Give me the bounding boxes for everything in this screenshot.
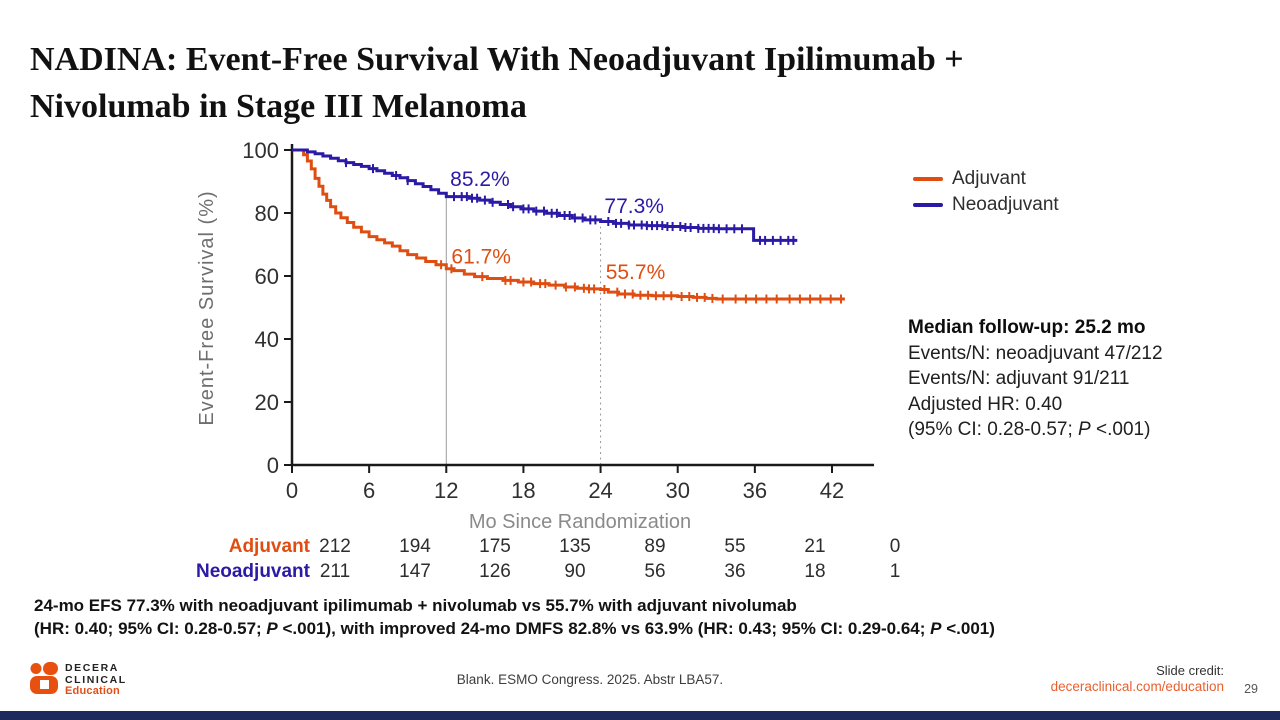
at-risk-label-neoadjuvant: Neoadjuvant [195,561,310,582]
confidence-interval: (95% CI: 0.28-0.57; P <.001) [908,419,1151,440]
svg-text:100: 100 [242,138,279,163]
decera-logo-text: DECERA CLINICAL Education [65,662,127,698]
at-risk-count: 36 [724,561,746,582]
citation: Blank. ESMO Congress. 2025. Abstr LBA57. [456,672,724,687]
at-risk-count: 175 [479,536,511,557]
median-followup: Median follow-up: 25.2 mo [908,317,1146,338]
svg-text:0: 0 [267,453,279,478]
svg-text:20: 20 [255,390,279,415]
stats-block: Median follow-up: 25.2 mo Events/N: neoa… [908,315,1273,443]
events-neoadjuvant: Events/N: neoadjuvant 47/212 [908,342,1163,364]
at-risk-count: 18 [804,561,826,582]
decera-logo: DECERA CLINICAL Education [30,662,127,698]
logo-line-clinical: CLINICAL [65,673,127,686]
events-adjuvant: Events/N: adjuvant 91/211 [908,368,1130,389]
svg-text:42: 42 [820,478,844,503]
legend-label-neoadjuvant: Neoadjuvant [952,194,1059,215]
at-risk-count: 126 [479,561,511,582]
at-risk-count: 135 [559,536,591,557]
adjuvant-line-swatch [913,177,943,181]
at-risk-count: 211 [319,561,351,582]
svg-text:77.3%: 77.3% [604,195,664,218]
at-risk-count: 89 [644,536,666,557]
at-risk-count: 212 [319,536,351,557]
summary-line1: 24-mo EFS 77.3% with neoadjuvant ipilimu… [34,596,797,615]
slide-title: NADINA: Event-Free Survival With Neoadju… [30,36,1230,130]
km-survival-chart: 0 20 40 60 80 100 0 6 12 18 24 30 36 42 Mo Since Rando… [196,138,874,533]
at-risk-count: 90 [564,561,586,582]
at-risk-count: 55 [724,536,746,557]
bottom-accent-bar [0,711,1280,720]
svg-text:80: 80 [255,201,279,226]
svg-text:24: 24 [588,478,612,503]
svg-text:40: 40 [255,327,279,352]
at-risk-label-adjuvant: Adjuvant [228,536,310,557]
slide-credit-link[interactable]: deceraclinical.com/education [1050,679,1224,694]
svg-text:30: 30 [665,478,689,503]
decera-logo-icon [30,662,58,694]
logo-line-education: Education [65,685,120,697]
svg-text:60: 60 [255,264,279,289]
legend-item-adjuvant: Adjuvant [913,166,1059,192]
svg-text:Mo Since Randomization: Mo Since Randomization [469,511,691,533]
slide-credit: Slide credit: deceraclinical.com/educati… [1051,663,1224,695]
at-risk-count: 21 [804,536,826,557]
svg-text:0: 0 [286,478,298,503]
at-risk-count: 56 [644,561,666,582]
slide-credit-label: Slide credit: [1156,663,1224,678]
summary-line2: (HR: 0.40; 95% CI: 0.28-0.57; P <.001), … [34,618,995,638]
at-risk-count: 1 [889,561,901,582]
at-risk-count: 147 [399,561,431,582]
svg-text:55.7%: 55.7% [606,261,666,284]
adjusted-hr: Adjusted HR: 0.40 [908,393,1063,415]
svg-text:36: 36 [743,478,767,503]
svg-text:6: 6 [363,478,375,503]
logo-line-decera: DECERA [65,662,119,674]
svg-text:61.7%: 61.7% [451,245,511,268]
svg-text:18: 18 [511,478,535,503]
summary-block: 24-mo EFS 77.3% with neoadjuvant ipilimu… [34,595,1254,640]
slide-title-line2: Nivolumab in Stage III Melanoma [30,88,527,125]
page-number: 29 [1244,682,1258,696]
slide-title-line1: NADINA: Event-Free Survival With Neoadju… [30,41,964,78]
svg-text:12: 12 [434,478,458,503]
legend-item-neoadjuvant: Neoadjuvant [913,192,1059,218]
chart-legend: Adjuvant Neoadjuvant [913,166,1059,218]
at-risk-count: 0 [889,536,901,557]
legend-label-adjuvant: Adjuvant [952,168,1026,189]
at-risk-count: 194 [399,536,431,557]
svg-text:85.2%: 85.2% [450,168,510,191]
svg-text:Event-Free Survival (%): Event-Free Survival (%) [196,190,218,425]
neoadjuvant-line-swatch [913,203,943,207]
